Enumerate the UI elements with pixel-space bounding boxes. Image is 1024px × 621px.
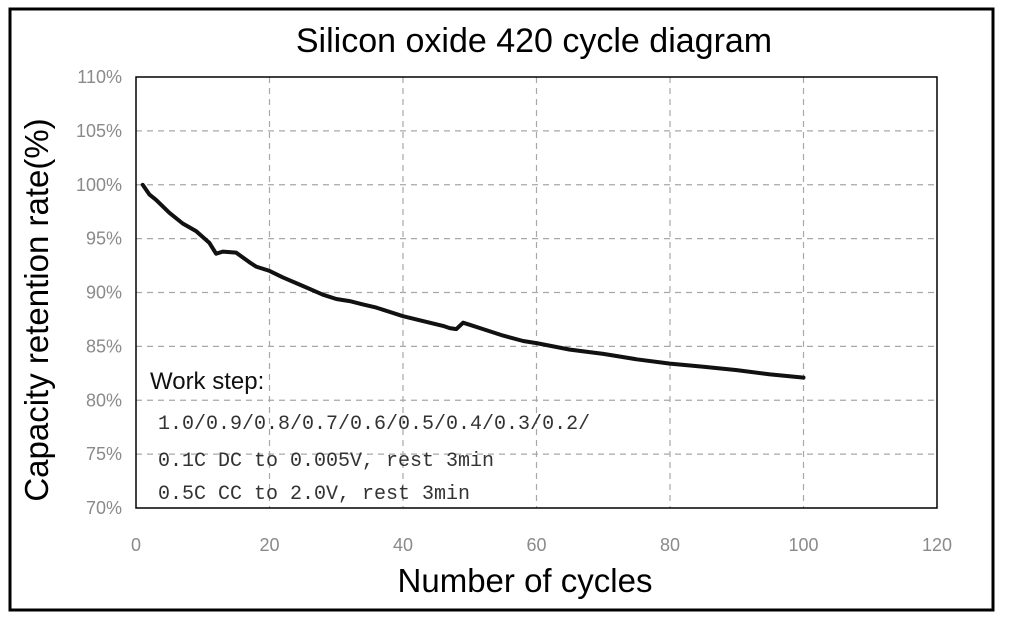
- work-step-annotation: Work step: 1.0/0.9/0.8/0.7/0.6/0.5/0.4/0…: [150, 368, 590, 506]
- work-step-line-1: 1.0/0.9/0.8/0.7/0.6/0.5/0.4/0.3/0.2/: [158, 413, 590, 436]
- y-tick-label: 110%: [77, 67, 122, 87]
- y-tick-label: 105%: [76, 121, 122, 141]
- x-tick-label: 0: [131, 535, 141, 555]
- plot-area-border: [135, 76, 938, 509]
- x-tick-labels: 0 20 40 60 80 100 120: [131, 535, 952, 555]
- x-tick-label: 60: [526, 535, 546, 555]
- y-axis-label: Capacity retention rate(%): [18, 118, 55, 501]
- x-tick-label: 40: [393, 535, 413, 555]
- outer-frame: [8, 7, 995, 612]
- y-tick-label: 85%: [86, 336, 122, 356]
- work-step-heading: Work step:: [150, 368, 264, 395]
- y-tick-label: 90%: [86, 283, 122, 303]
- y-tick-labels: 70% 75% 80% 85% 90% 95% 100% 105% 110%: [76, 67, 122, 518]
- y-tick-label: 70%: [86, 498, 122, 518]
- y-tick-label: 100%: [76, 175, 122, 195]
- x-tick-label: 120: [922, 535, 952, 555]
- x-tick-label: 100: [788, 535, 818, 555]
- grid-lines: [136, 77, 937, 508]
- series-line-capacity-retention: [140, 182, 806, 380]
- chart-title: Silicon oxide 420 cycle diagram: [296, 22, 772, 60]
- y-tick-label: 80%: [86, 390, 122, 410]
- work-step-line-3: 0.5C CC to 2.0V, rest 3min: [158, 483, 470, 506]
- y-tick-label: 75%: [86, 444, 122, 464]
- x-tick-label: 20: [259, 535, 279, 555]
- y-tick-label: 95%: [86, 229, 122, 249]
- x-axis-label: Number of cycles: [398, 562, 653, 599]
- work-step-line-2: 0.1C DC to 0.005V, rest 3min: [158, 450, 494, 473]
- x-tick-label: 80: [660, 535, 680, 555]
